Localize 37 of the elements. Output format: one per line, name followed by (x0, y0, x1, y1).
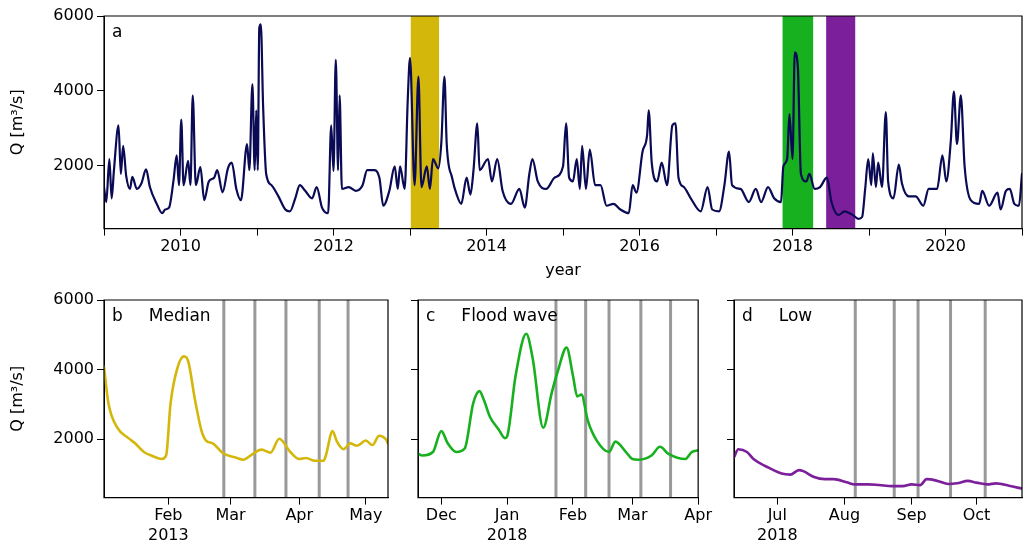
line-series (104, 355, 388, 463)
x-tick-label: Mar (617, 505, 648, 525)
annotation: b (112, 304, 123, 325)
x-axis-title: year (545, 259, 582, 279)
x-tick-label: Apr (285, 505, 314, 525)
y-axis-title: Q [m³/s] (6, 365, 26, 432)
annotation: Flood wave (461, 304, 558, 325)
line-series (104, 23, 1022, 220)
x-tick-label: Jan 2018 (486, 505, 528, 544)
x-tick-label: Oct (962, 505, 991, 525)
annotation: Low (778, 304, 813, 325)
x-tick-label: Mar (215, 505, 246, 525)
x-tick-label: Apr (684, 505, 713, 525)
y-tick-label: 2000 (53, 428, 94, 448)
x-tick-label: 2010 (160, 236, 201, 256)
x-tick-label: 2016 (619, 236, 660, 256)
x-tick-label: 2012 (313, 236, 354, 256)
x-tick-label: 2020 (925, 236, 966, 256)
x-tick-label: Jul 2018 (756, 505, 798, 544)
annotation: Median (148, 304, 211, 325)
x-tick-label: 2018 (772, 236, 813, 256)
y-tick-label: 4000 (53, 358, 94, 378)
x-tick-label: Aug (828, 505, 861, 525)
y-tick-label: 4000 (53, 80, 94, 100)
annotation: c (426, 304, 436, 325)
y-tick-label: 6000 (53, 5, 94, 25)
y-axis-title: Q [m³/s] (6, 89, 26, 156)
x-tick-label: Feb 2013 (147, 505, 189, 544)
y-tick-label: 2000 (53, 154, 94, 174)
x-tick-label: Dec (425, 505, 457, 525)
x-tick-label: May (349, 505, 383, 525)
annotation: d (742, 304, 753, 325)
y-tick-label: 6000 (53, 289, 94, 309)
x-tick-label: 2014 (466, 236, 507, 256)
x-tick-label: Feb (558, 505, 588, 525)
x-tick-label: Sep (896, 505, 927, 525)
annotation: a (112, 20, 123, 41)
